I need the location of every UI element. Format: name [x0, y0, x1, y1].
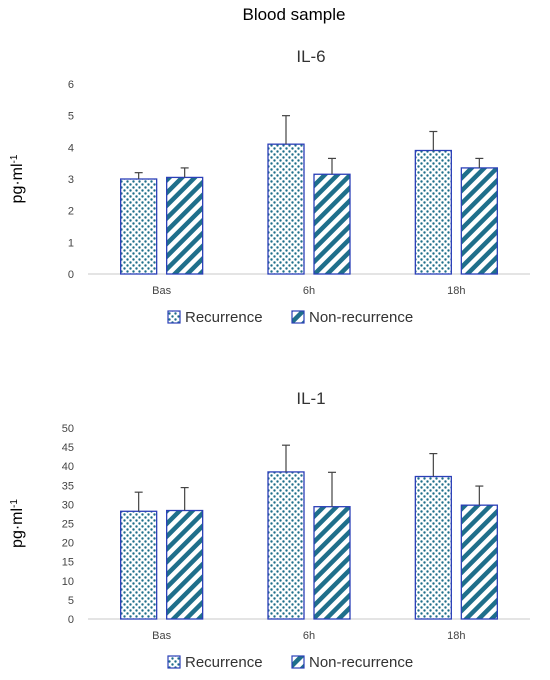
x-tick-label: 18h — [447, 285, 465, 297]
bar-nonrecurrence-6h — [313, 173, 351, 275]
y-tick-label: 50 — [62, 423, 74, 435]
x-tick-label: Bas — [152, 285, 171, 297]
legend-label: Recurrence — [185, 309, 263, 326]
y-axis-label: pg·ml-1 — [9, 154, 27, 203]
legend-swatch — [167, 655, 181, 669]
y-tick-label: 35 — [62, 480, 74, 492]
bar-recurrence-6h — [267, 471, 305, 620]
y-tick-label: 20 — [62, 538, 74, 550]
y-tick-label: 0 — [68, 614, 74, 626]
y-tick-label: 30 — [62, 499, 74, 511]
figure-title: Blood sample — [242, 5, 345, 24]
legend-label: Recurrence — [185, 654, 263, 671]
bar-recurrence-bas — [120, 510, 158, 620]
y-tick-label: 6 — [68, 79, 74, 91]
y-tick-label: 4 — [68, 142, 74, 154]
legend-swatch — [291, 310, 305, 324]
bar-nonrecurrence-bas — [166, 509, 204, 620]
legend-label: Non-recurrence — [309, 654, 413, 671]
bar-nonrecurrence-18h — [460, 504, 498, 620]
y-tick-label: 3 — [68, 174, 74, 186]
bar-nonrecurrence-6h — [313, 506, 351, 620]
y-tick-label: 25 — [62, 519, 74, 531]
chart-title: IL-1 — [296, 389, 325, 408]
bar-recurrence-6h — [267, 143, 305, 275]
bar-nonrecurrence-bas — [166, 176, 204, 275]
y-axis-label-superscript: -1 — [9, 154, 20, 163]
x-tick-label: 6h — [303, 285, 315, 297]
y-tick-label: 5 — [68, 111, 74, 123]
y-axis-label-main: pg·ml — [9, 163, 26, 203]
y-tick-label: 0 — [68, 269, 74, 281]
x-tick-label: Bas — [152, 630, 171, 642]
y-tick-label: 5 — [68, 595, 74, 607]
y-axis-label-superscript: -1 — [9, 499, 20, 508]
x-tick-label: 6h — [303, 630, 315, 642]
chart-il1: IL-1 pg·ml-1 0 5 10 15 20 25 30 35 40 45 50 Bas 6h 18h R… — [9, 389, 530, 671]
y-tick-label: 2 — [68, 206, 74, 218]
y-tick-label: 1 — [68, 237, 74, 249]
x-tick-label: 18h — [447, 630, 465, 642]
legend-swatch — [291, 655, 305, 669]
chart-title: IL-6 — [296, 47, 325, 66]
legend-swatch — [167, 310, 181, 324]
y-tick-label: 45 — [62, 442, 74, 454]
y-axis-label-main: pg·ml — [9, 508, 26, 548]
y-tick-label: 15 — [62, 557, 74, 569]
chart-il6: IL-6 pg·ml-1 0 1 2 3 4 5 6 Bas 6h 18h Recurrence Non-… — [9, 47, 530, 326]
y-axis-label: pg·ml-1 — [9, 499, 27, 548]
legend-label: Non-recurrence — [309, 309, 413, 326]
bar-nonrecurrence-18h — [460, 167, 498, 275]
y-tick-label: 40 — [62, 461, 74, 473]
bar-recurrence-bas — [120, 178, 158, 275]
bar-recurrence-18h — [414, 149, 452, 275]
bar-recurrence-18h — [414, 475, 452, 620]
y-tick-label: 10 — [62, 576, 74, 588]
